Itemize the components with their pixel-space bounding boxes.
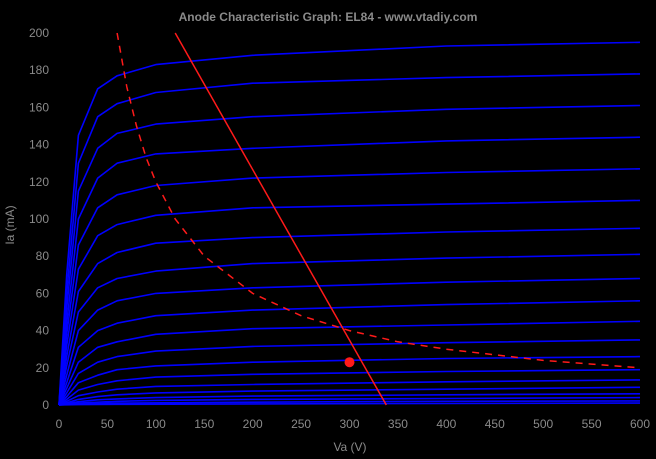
x-tick-label: 0 [56, 417, 63, 431]
plate-curve [58, 168, 641, 406]
plate-curve [58, 227, 641, 406]
plate-curve [58, 300, 641, 406]
y-axis-ticks: 0 20 40 60 80 100 120 140 160 180 200 [29, 26, 49, 412]
x-tick-label: 450 [485, 417, 505, 431]
y-tick-label: 80 [36, 249, 50, 263]
operating-point [344, 357, 355, 368]
plate-curve [58, 392, 641, 406]
y-tick-label: 160 [29, 100, 49, 114]
plate-curve [58, 41, 641, 406]
x-tick-label: 350 [388, 417, 408, 431]
x-tick-label: 100 [146, 417, 166, 431]
plate-curves [58, 41, 641, 406]
x-tick-label: 300 [339, 417, 359, 431]
y-tick-label: 140 [29, 138, 49, 152]
plate-curve [58, 402, 641, 406]
plate-curve [58, 379, 641, 406]
x-tick-label: 50 [101, 417, 115, 431]
chart-title: Anode Characteristic Graph: EL84 - www.v… [179, 10, 478, 24]
y-tick-label: 120 [29, 175, 49, 189]
y-tick-label: 0 [42, 398, 49, 412]
y-tick-label: 200 [29, 26, 49, 40]
plate-curve [58, 355, 641, 406]
load-line [174, 32, 387, 406]
plate-curve [58, 368, 641, 406]
plate-curve [58, 253, 641, 406]
x-axis-ticks: 0 50 100 150 200 250 300 350 400 450 500 550 600 [56, 417, 651, 431]
x-tick-label: 250 [291, 417, 311, 431]
x-axis-label: Va (V) [333, 440, 366, 454]
plate-curve [58, 73, 641, 406]
x-tick-label: 400 [436, 417, 456, 431]
y-tick-label: 100 [29, 212, 49, 226]
plate-curve [58, 339, 641, 406]
max-dissipation-curve [116, 32, 641, 369]
plate-curve [58, 136, 641, 406]
plate-curve [58, 277, 641, 406]
plate-curve [58, 386, 641, 406]
x-tick-label: 150 [194, 417, 214, 431]
plate-curve [58, 320, 641, 406]
x-tick-label: 550 [582, 417, 602, 431]
x-tick-label: 200 [243, 417, 263, 431]
y-tick-label: 60 [36, 286, 50, 300]
y-tick-label: 40 [36, 324, 50, 338]
y-axis-label: Ia (mA) [3, 205, 17, 244]
y-tick-label: 20 [36, 361, 50, 375]
x-tick-label: 500 [533, 417, 553, 431]
y-tick-label: 180 [29, 63, 49, 77]
plate-curve [58, 199, 641, 406]
x-tick-label: 600 [630, 417, 650, 431]
plate-curve [58, 104, 641, 406]
chart-overlays [116, 32, 641, 406]
